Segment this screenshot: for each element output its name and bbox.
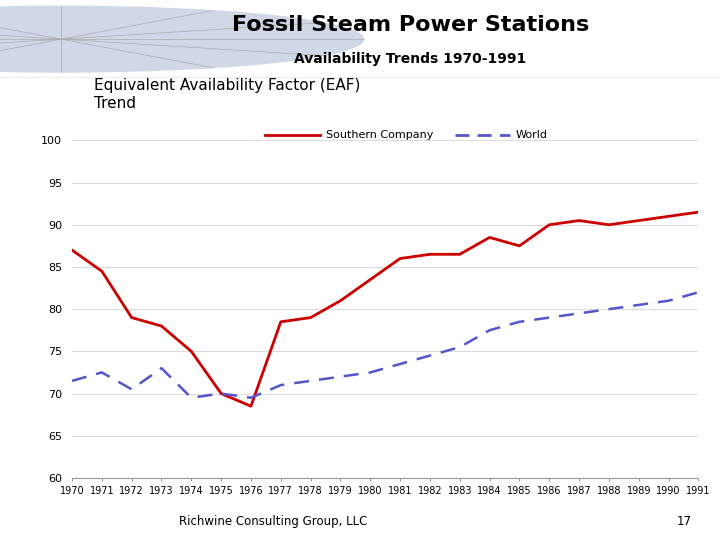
Circle shape bbox=[0, 6, 364, 72]
Text: World: World bbox=[516, 130, 548, 140]
Text: 17: 17 bbox=[677, 515, 691, 528]
Text: Availability Trends 1970-1991: Availability Trends 1970-1991 bbox=[294, 52, 526, 66]
Text: Richwine Consulting Group, LLC: Richwine Consulting Group, LLC bbox=[179, 515, 368, 528]
Text: Southern Company: Southern Company bbox=[326, 130, 433, 140]
Text: Equivalent Availability Factor (EAF)
Trend: Equivalent Availability Factor (EAF) Tre… bbox=[94, 78, 360, 111]
Text: Fossil Steam Power Stations: Fossil Steam Power Stations bbox=[232, 15, 589, 35]
